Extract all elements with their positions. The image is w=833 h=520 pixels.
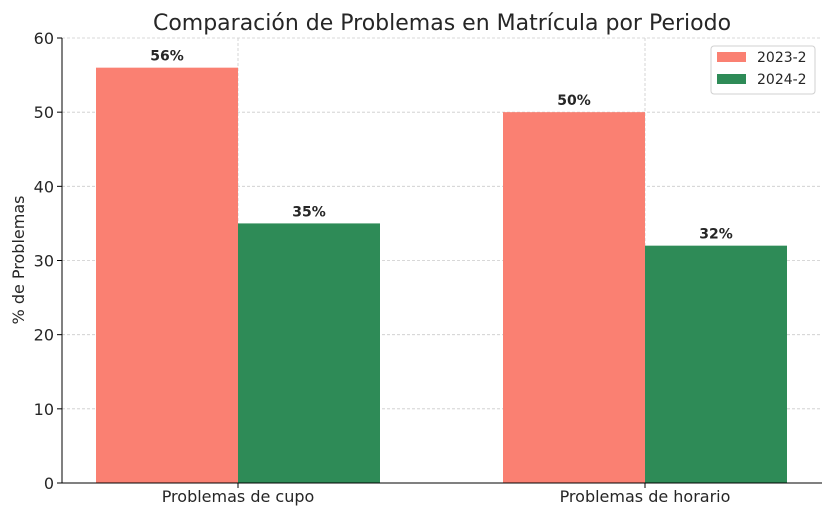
- axes: 0 10 20 30 40 50 60 Problemas de cupo Problemas …: [34, 29, 822, 506]
- data-label: 56%: [150, 49, 184, 65]
- bar-2024-2: [645, 245, 787, 483]
- legend-label: 2023-2: [757, 50, 807, 66]
- bars: 56% 50% 35% 32%: [96, 49, 787, 484]
- y-axis-label: % de Problemas: [9, 196, 28, 325]
- y-tick-label: 20: [34, 326, 54, 345]
- y-tick-label: 10: [34, 400, 54, 419]
- legend: 2023-2 2024-2: [710, 45, 816, 95]
- bar-2023-2: [503, 112, 645, 484]
- bar-2024-2: [238, 223, 380, 483]
- y-tick-label: 40: [34, 177, 54, 196]
- y-tick-label: 0: [44, 474, 54, 493]
- bar-2023-2: [96, 67, 238, 484]
- legend-label: 2024-2: [757, 72, 807, 88]
- y-tick-label: 50: [34, 103, 54, 122]
- data-label: 50%: [557, 93, 591, 109]
- x-tick-label: Problemas de cupo: [162, 487, 315, 506]
- legend-swatch: [717, 52, 746, 62]
- data-label: 35%: [292, 204, 326, 220]
- legend-swatch: [717, 74, 746, 84]
- y-tick-label: 30: [34, 252, 54, 271]
- chart-title: Comparación de Problemas en Matrícula po…: [153, 11, 731, 36]
- y-tick-label: 60: [34, 29, 54, 48]
- data-label: 32%: [699, 227, 733, 243]
- x-tick-label: Problemas de horario: [560, 487, 731, 506]
